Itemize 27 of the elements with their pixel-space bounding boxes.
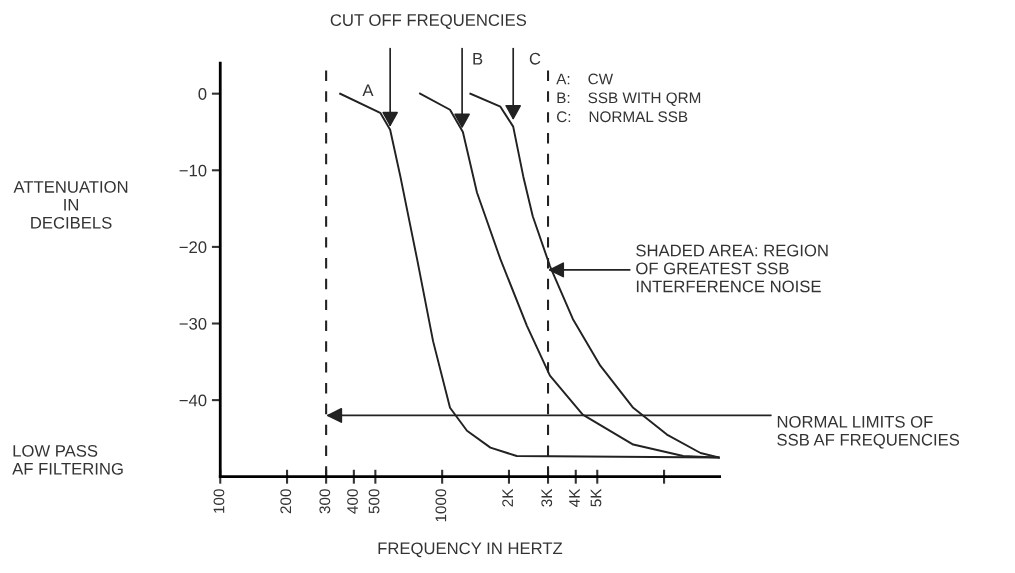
y-tick-label: 0 <box>198 88 207 100</box>
y-tick-label: −40 <box>179 394 207 407</box>
y-axis-title: ATTENUATION IN DECIBELS <box>13 181 128 229</box>
x-tick-label: 1000 <box>435 489 447 522</box>
x-tick-label: 5K <box>590 488 602 507</box>
annotation: C: NORMAL SSB <box>557 111 688 123</box>
x-tick-label: 100 <box>213 489 225 513</box>
annotation: B: SSB WITH QRM <box>557 92 701 106</box>
x-axis-title: FREQUENCY IN HERTZ <box>378 542 563 558</box>
y-tick-label: −30 <box>179 317 207 330</box>
x-tick-label: 400 <box>347 489 358 514</box>
chart-title: CUT OFF FREQUENCIES <box>330 14 527 29</box>
x-tick-label: 3K <box>541 488 553 507</box>
annotation: SHADED AREA: REGION OF GREATEST SSB INTERFERENCE NOISE <box>636 244 828 293</box>
text: LOW PASS AF FILTERING <box>12 444 123 475</box>
annotation: A: CW <box>556 73 614 85</box>
x-tick-label: 4K <box>569 488 580 507</box>
annotation: A <box>362 84 374 96</box>
annotation: NORMAL LIMITS OF SSB AF FREQUENCIES <box>777 415 960 449</box>
y-tick-label: −20 <box>179 241 207 254</box>
annotation: B <box>473 53 483 65</box>
y-tick-label: −10 <box>179 164 207 177</box>
annotation: C <box>529 52 541 65</box>
x-tick-label: 500 <box>368 489 380 514</box>
x-tick-label: 2K <box>502 488 513 507</box>
x-tick-label: 200 <box>280 489 292 514</box>
x-tick-label: 300 <box>319 489 331 514</box>
